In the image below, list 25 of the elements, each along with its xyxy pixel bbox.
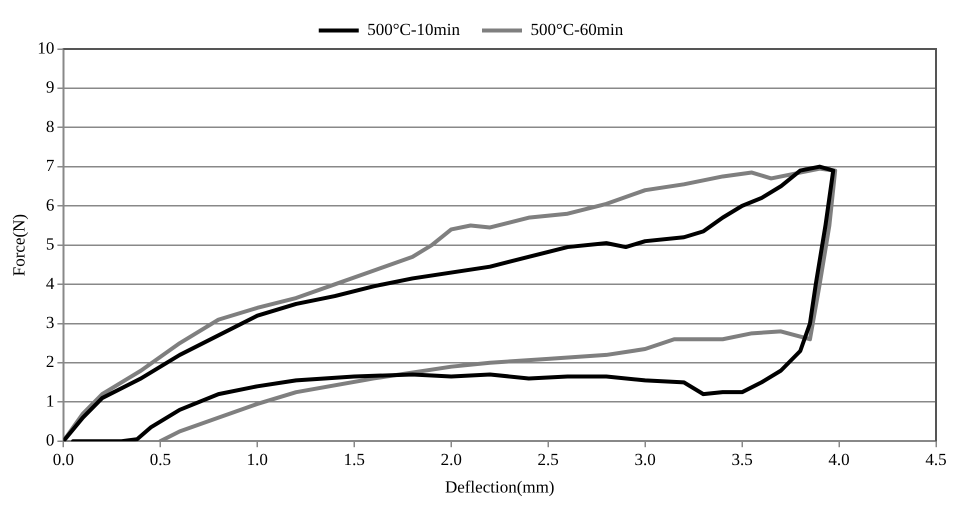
x-axis-title: Deflection(mm) xyxy=(444,477,554,496)
y-axis-title: Force(N) xyxy=(10,214,29,276)
legend-label: 500°C-60min xyxy=(530,20,624,39)
legend-label: 500°C-10min xyxy=(367,20,460,39)
x-tick-label: 0.0 xyxy=(52,450,74,469)
y-tick-label: 6 xyxy=(46,195,54,214)
x-tick-label: 3.5 xyxy=(731,450,753,469)
y-tick-label: 3 xyxy=(46,313,54,332)
y-tick-label: 0 xyxy=(46,430,54,450)
y-tick-label: 9 xyxy=(46,78,54,97)
y-tick-label: 7 xyxy=(46,156,55,176)
y-tick-label: 8 xyxy=(46,116,54,136)
y-tick-label: 10 xyxy=(37,38,54,58)
x-tick-label: 2.0 xyxy=(440,450,462,469)
x-tick-label: 1.0 xyxy=(246,450,268,469)
y-tick-label: 5 xyxy=(46,234,54,254)
x-tick-label: 3.0 xyxy=(634,450,656,469)
y-tick-label: 1 xyxy=(46,391,54,410)
x-tick-label: 4.0 xyxy=(828,450,850,469)
y-tick-label: 2 xyxy=(46,352,54,372)
x-tick-label: 2.5 xyxy=(538,450,559,469)
x-tick-label: 1.5 xyxy=(344,450,365,469)
x-tick-label: 4.5 xyxy=(925,450,947,469)
x-tick-label: 0.5 xyxy=(150,450,171,469)
y-tick-label: 4 xyxy=(46,274,55,293)
